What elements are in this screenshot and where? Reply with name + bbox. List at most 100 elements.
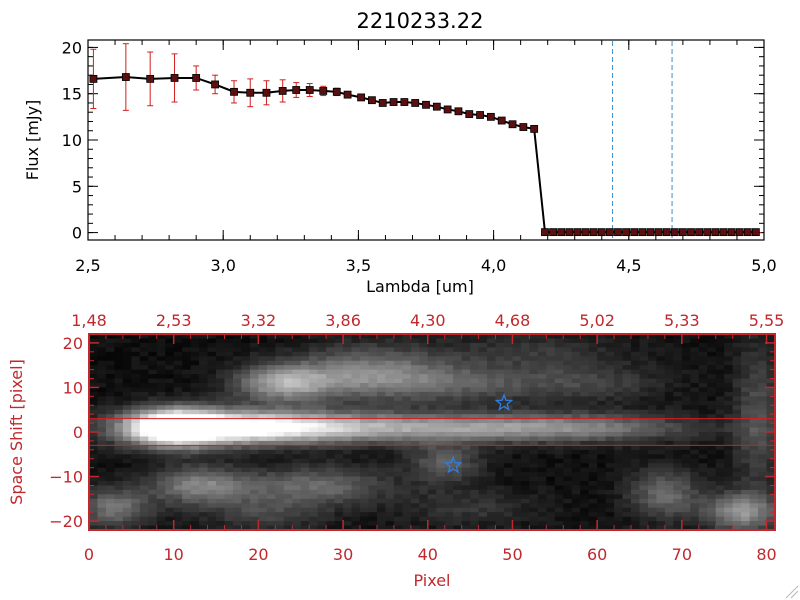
heatmap-cell — [520, 472, 530, 478]
data-point — [646, 228, 655, 237]
heatmap-cell — [266, 463, 276, 469]
heatmap-cell — [698, 503, 708, 509]
heatmap-cell — [309, 512, 319, 518]
data-point — [278, 87, 287, 95]
heatmap-cell — [537, 521, 547, 527]
heatmap-cell — [588, 383, 598, 389]
heatmap-cell — [360, 440, 370, 446]
heatmap-cell — [614, 369, 624, 375]
heatmap-cell — [444, 396, 454, 402]
heatmap-cell — [673, 334, 683, 340]
heatmap-cell — [698, 369, 708, 375]
heatmap-cell — [351, 512, 361, 518]
heatmap-cell — [427, 463, 437, 469]
heatmap-cell — [249, 387, 259, 393]
heatmap-cell — [631, 467, 641, 473]
heatmap-cell — [317, 503, 327, 509]
heatmap-cell — [520, 485, 530, 491]
heatmap-cell — [605, 351, 615, 357]
heatmap-cell — [427, 387, 437, 393]
heatmap-cell — [529, 360, 539, 366]
heatmap-cell — [673, 512, 683, 518]
heatmap-cell — [334, 458, 344, 464]
heatmap-cell — [385, 338, 395, 344]
heatmap-cell — [393, 472, 403, 478]
heatmap-cell — [360, 485, 370, 491]
heatmap-cell — [368, 432, 378, 438]
heatmap-cell — [393, 396, 403, 402]
heatmap-cell — [182, 476, 192, 482]
heatmap-cell — [224, 440, 234, 446]
heatmap-cell — [707, 485, 717, 491]
heatmap-cell — [173, 338, 183, 344]
heatmap-cell — [588, 360, 598, 366]
heatmap-cell — [343, 516, 353, 522]
heatmap-cell — [376, 409, 387, 415]
heatmap-cell — [563, 512, 573, 518]
heatmap-cell — [300, 489, 310, 495]
heatmap-cell — [597, 521, 607, 527]
heatmap-cell — [622, 347, 632, 353]
heatmap-cell — [639, 472, 649, 478]
heatmap-cell — [156, 383, 166, 389]
heatmap-cell — [639, 445, 649, 451]
heatmap-cell — [453, 396, 463, 402]
heatmap-cell — [139, 342, 149, 348]
heatmap-cell — [766, 485, 775, 491]
heatmap-cell — [749, 391, 759, 397]
heatmap-cell — [89, 463, 99, 469]
heatmap-cell — [715, 418, 725, 424]
heatmap-cell — [698, 516, 708, 522]
heatmap-cell — [580, 414, 590, 420]
heatmap-cell — [698, 445, 708, 451]
heatmap-cell — [275, 503, 285, 509]
heatmap-cell — [317, 512, 327, 518]
heatmap-cell — [546, 423, 556, 429]
heatmap-cell — [478, 360, 488, 366]
heatmap-cell — [182, 449, 192, 455]
heatmap-cell — [393, 374, 403, 380]
heatmap-cell — [334, 467, 344, 473]
heatmap-cell — [503, 507, 514, 513]
heatmap-cell — [326, 405, 336, 411]
resize-grip-icon[interactable] — [785, 585, 799, 599]
heatmap-cell — [758, 463, 768, 469]
heatmap-cell — [89, 405, 99, 411]
heatmap-cell — [580, 338, 590, 344]
heatmap-cell — [105, 374, 116, 380]
heatmap-cell — [537, 334, 547, 340]
heatmap-cell — [148, 427, 158, 433]
data-point — [146, 74, 155, 83]
heatmap-cell — [89, 449, 99, 455]
heatmap-cell — [478, 463, 488, 469]
heatmap-cell — [419, 476, 429, 482]
heatmap-cell — [376, 521, 387, 527]
heatmap-cell — [89, 338, 99, 344]
heatmap-cell — [715, 405, 725, 411]
heatmap-cell — [122, 356, 132, 362]
heatmap-cell — [444, 360, 454, 366]
heatmap-cell — [216, 463, 226, 469]
heatmap-cell — [520, 342, 530, 348]
heatmap-cell — [487, 365, 497, 371]
heatmap-cell — [690, 503, 700, 509]
heatmap-cell — [495, 494, 505, 500]
heatmap-cell — [571, 418, 581, 424]
heatmap-cell — [563, 476, 573, 482]
heatmap-cell — [258, 449, 268, 455]
heatmap-cell — [741, 423, 751, 429]
heatmap-cell — [758, 351, 768, 357]
heatmap-cell — [741, 521, 751, 527]
heatmap-cell — [529, 463, 539, 469]
heatmap-cell — [664, 423, 674, 429]
heatmap-cell — [326, 369, 336, 375]
heatmap-cell — [165, 512, 175, 518]
heatmap-cell — [563, 449, 573, 455]
heatmap-cell — [741, 525, 751, 530]
heatmap-cell — [478, 449, 488, 455]
heatmap-cell — [148, 342, 158, 348]
heatmap-cell — [546, 409, 556, 415]
heatmap-cell — [563, 494, 573, 500]
heatmap-cell — [664, 400, 674, 406]
heatmap-cell — [487, 481, 497, 487]
